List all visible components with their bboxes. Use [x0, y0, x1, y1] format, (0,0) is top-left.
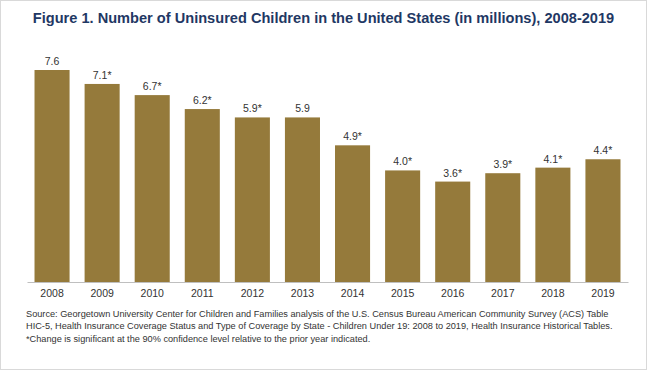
bar: [485, 173, 520, 282]
title: Figure 1. Number of Uninsured Children i…: [33, 10, 614, 26]
data-label: 6.7*: [143, 80, 162, 92]
x-axis-line: [28, 282, 629, 283]
bar: [235, 117, 270, 282]
data-label: 6.2*: [193, 94, 212, 106]
x-tick-label: 2017: [491, 287, 515, 299]
data-label: 4.0*: [393, 155, 412, 167]
x-tick: 2017: [491, 287, 515, 299]
annotation: Source: Georgetown University Center for…: [26, 309, 624, 332]
x-tick-label: 2010: [141, 287, 165, 299]
bar: [335, 145, 370, 282]
data-labels: 7.6 7.1* 6.7* 6.2* 5.9* 5.9 4.9* 4.0* 3.6* 3.9* 4.…: [45, 55, 613, 179]
x-tick-label: 2009: [90, 287, 114, 299]
frame: [1, 1, 647, 370]
x-tick-label: 2014: [341, 287, 365, 299]
bars: [35, 70, 621, 282]
x-axis: 2008 2009 2010 2011 2012 2013 2014 2015 2016 2017…: [28, 283, 629, 300]
bar: [435, 182, 470, 282]
bar: [35, 70, 70, 282]
x-tick-label: 2019: [591, 287, 615, 299]
data-label: 3.6*: [443, 167, 462, 179]
x-tick: 2009: [90, 287, 114, 299]
x-tick-label: 2012: [241, 287, 265, 299]
data-label: 5.9*: [243, 102, 262, 114]
bar: [85, 84, 120, 282]
x-tick-label: 2016: [441, 287, 465, 299]
data-label: 4.4*: [594, 144, 613, 156]
x-tick: 2015: [391, 287, 415, 299]
bar: [385, 170, 420, 282]
x-tick-label: 2008: [40, 287, 64, 299]
x-tick: 2013: [291, 287, 315, 299]
x-tick: 2010: [141, 287, 165, 299]
data-label: 7.1*: [93, 69, 112, 81]
bar: [585, 159, 620, 282]
bar: [285, 117, 320, 282]
data-label: 7.6: [45, 55, 60, 67]
bar: [185, 109, 220, 282]
x-tick-label: 2015: [391, 287, 415, 299]
data-label: 5.9: [295, 102, 310, 114]
x-tick: 2016: [441, 287, 465, 299]
data-label: 4.1*: [544, 153, 563, 165]
data-label: 3.9*: [493, 158, 512, 170]
x-tick: 2011: [191, 287, 214, 299]
x-tick: 2019: [591, 287, 615, 299]
x-tick-label: 2011: [191, 287, 214, 299]
notes: Source: Georgetown University Center for…: [26, 309, 624, 348]
bar: [135, 95, 170, 282]
x-tick-label: 2013: [291, 287, 315, 299]
x-tick: 2014: [341, 287, 365, 299]
x-tick: 2012: [241, 287, 265, 299]
bar: [535, 168, 570, 282]
x-tick: 2008: [40, 287, 64, 299]
x-tick: 2018: [541, 287, 565, 299]
data-label: 4.9*: [343, 130, 362, 142]
x-tick-label: 2018: [541, 287, 565, 299]
annotation: *Change is significant at the 90% confid…: [26, 334, 624, 346]
figure: Figure 1. Number of Uninsured Children i…: [0, 0, 647, 370]
